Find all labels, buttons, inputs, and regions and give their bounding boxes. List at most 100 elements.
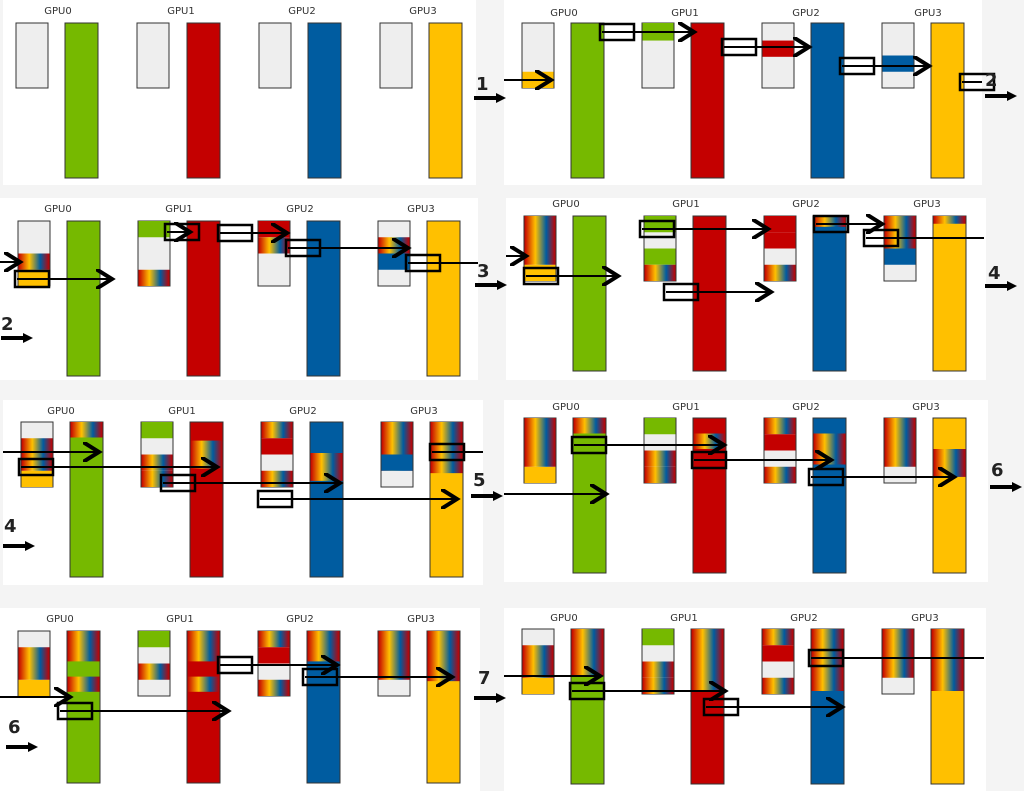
panel-diagram: GPU0 GPU1 GPU2 GPU3: [0, 614, 461, 784]
buffer-chunk: [522, 677, 554, 694]
gpu-title: GPU1: [672, 402, 699, 413]
gpu-title: GPU3: [913, 199, 940, 210]
panel-step-7: GPU0 GPU1 GPU2 GPU3: [504, 608, 986, 791]
gpu-memory-bar: [428, 22, 463, 179]
panel-step-2: GPU0 GPU1 GPU2 GPU3: [0, 198, 478, 380]
panel-diagram: GPU0 GPU1 GPU2 GPU3: [15, 6, 463, 179]
buffer-chunk: [762, 629, 794, 646]
buffer-chunk: [762, 40, 794, 57]
transfer-window: [13, 269, 51, 289]
transfer-window: [598, 22, 636, 42]
step-arrow-icon: [6, 742, 38, 752]
buffer-chunk: [644, 264, 676, 281]
step-arrow-icon: [471, 491, 503, 501]
transfer-window: [17, 457, 55, 477]
gpu-memory-bar: [570, 22, 605, 179]
transfer-window: [163, 222, 201, 242]
bar-chunk: [933, 216, 966, 224]
bar-chunk: [187, 631, 220, 662]
gpu-memory-bar: [932, 417, 967, 574]
gpu-title: GPU0: [550, 613, 577, 624]
panel-diagram: GPU0 GPU1 GPU2 GPU3: [504, 8, 996, 179]
bar-chunk: [427, 631, 460, 682]
gpu-memory-bar: [932, 215, 967, 372]
step-arrow-icon: [990, 482, 1022, 492]
step-arrow-icon: [474, 93, 506, 103]
buffer-chunk: [258, 647, 290, 664]
transfer-window: [256, 489, 294, 509]
step-arrow-icon: [985, 281, 1017, 291]
gpu-title: GPU0: [46, 614, 73, 625]
panel-diagram: GPU0 GPU1 GPU2 GPU3: [504, 402, 967, 574]
buffer-chunk: [18, 253, 50, 270]
transfer-window: [568, 681, 606, 701]
gpu-title: GPU1: [166, 614, 193, 625]
buffer-chunk: [261, 438, 293, 455]
bar-chunk: [67, 631, 100, 662]
panel-step-6: GPU0 GPU1 GPU2 GPU3: [0, 608, 480, 791]
transfer-window: [807, 648, 845, 668]
transfer-window: [404, 253, 442, 273]
transfer-window: [216, 655, 254, 675]
gpu-memory-bar: [812, 215, 847, 372]
gpu-title: GPU0: [44, 204, 71, 215]
buffer-chunk: [884, 216, 916, 249]
gpu-memory-bar: [692, 215, 727, 372]
bar-chunk: [70, 422, 103, 438]
transfer-window: [838, 56, 876, 76]
gpu-memory-bar: [690, 22, 725, 179]
gpu-buffer-box: [379, 22, 413, 89]
gpu-title: GPU2: [792, 402, 819, 413]
gpu-memory-bar: [306, 220, 341, 377]
buffer-chunk: [644, 248, 676, 265]
gpu-title: GPU2: [289, 406, 316, 417]
gpu-title: GPU1: [671, 8, 698, 19]
gpu-buffer-box: [258, 22, 292, 89]
buffer-chunk: [884, 418, 916, 467]
buffer-chunk: [381, 454, 413, 471]
buffer-chunk: [642, 677, 674, 694]
step-number: 6: [8, 717, 21, 738]
buffer-chunk: [18, 647, 50, 680]
buffer-chunk: [762, 677, 794, 694]
buffer-chunk: [138, 221, 170, 238]
buffer-chunk: [762, 645, 794, 662]
buffer-chunk: [764, 434, 796, 451]
bar-chunk: [573, 418, 606, 434]
buffer-chunk: [642, 661, 674, 678]
bar-chunk: [811, 629, 844, 691]
gpu-title: GPU1: [168, 406, 195, 417]
buffer-chunk: [378, 631, 410, 680]
panel-step-0: GPU0 GPU1 GPU2 GPU3: [3, 0, 476, 185]
step-arrow-icon: [985, 91, 1017, 101]
buffer-chunk: [642, 629, 674, 646]
step-number: 4: [988, 263, 1001, 284]
buffer-chunk: [18, 679, 50, 696]
step-number: 5: [473, 470, 486, 491]
panel-diagram: GPU0 GPU1 GPU2 GPU3: [504, 613, 984, 785]
gpu-title: GPU2: [790, 613, 817, 624]
transfer-window: [720, 37, 758, 57]
bar-chunk: [813, 216, 846, 227]
buffer-chunk: [378, 237, 410, 254]
bar-chunk: [190, 440, 223, 469]
buffer-chunk: [261, 470, 293, 487]
buffer-chunk: [644, 418, 676, 435]
buffer-chunk: [764, 232, 796, 249]
gpu-buffer-box: [15, 22, 49, 89]
buffer-chunk: [882, 55, 914, 72]
transfer-window: [638, 219, 676, 239]
buffer-chunk: [21, 470, 53, 487]
buffer-chunk: [524, 248, 556, 265]
buffer-chunk: [258, 679, 290, 696]
gpu-memory-bar: [572, 417, 607, 574]
buffer-chunk: [261, 422, 293, 439]
gpu-title: GPU3: [407, 204, 434, 215]
buffer-chunk: [764, 264, 796, 281]
gpu-title: GPU2: [792, 8, 819, 19]
gpu-title: GPU0: [552, 402, 579, 413]
gpu-memory-bar: [930, 22, 965, 179]
gpu-title: GPU0: [550, 8, 577, 19]
gpu-title: GPU1: [672, 199, 699, 210]
transfer-window: [428, 442, 466, 462]
